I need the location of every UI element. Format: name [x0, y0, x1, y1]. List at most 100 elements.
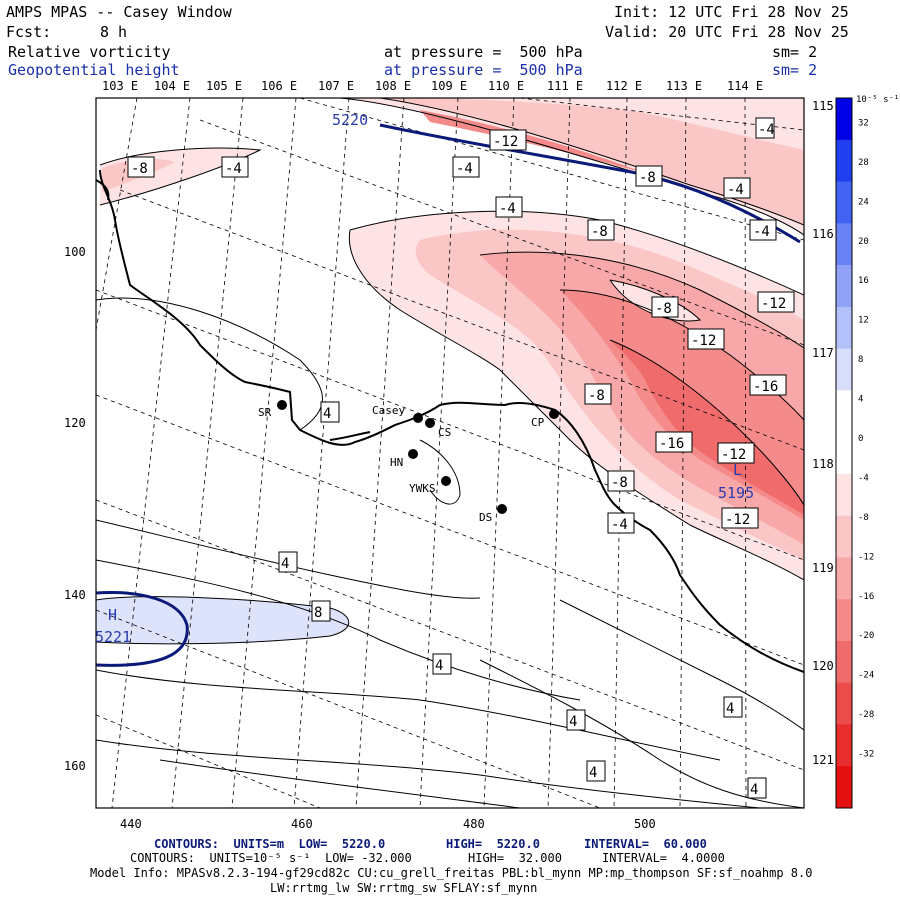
contour-label: -4 [727, 182, 744, 198]
stations: SR Casey CS HN YWKS DS CP [258, 400, 559, 524]
app-title: AMPS MPAS -- Casey Window [6, 3, 232, 21]
footer-height-interval: INTERVAL= 60.000 [584, 837, 707, 851]
contour-label: -8 [588, 388, 605, 404]
footer-height-high: HIGH= 5220.0 [446, 837, 540, 851]
contour-label: 4 [726, 701, 734, 717]
contour-labels: -8 -4 -4 -12 -4 -8 -4 -4 -4 -8 -8 -12 -1… [127, 117, 795, 799]
colorbar-cell [836, 139, 852, 183]
contour-label: 4 [435, 658, 443, 674]
colorbar-cell [836, 766, 852, 809]
x-tick-label: 440 [120, 817, 142, 831]
x-tick-label: 480 [463, 817, 485, 831]
colorbar-label: -28 [858, 710, 874, 720]
lon-label: 105 E [206, 79, 242, 93]
init-time: Init: 12 UTC Fri 28 Nov 25 [614, 3, 849, 21]
plot-frame [95, 97, 805, 809]
colorbar-cell [836, 432, 852, 475]
station-marker [441, 476, 451, 486]
height-labels: 5220 L 5195 H 5221 [95, 111, 754, 646]
colorbar-label: 16 [858, 276, 869, 286]
high-center-letter: H [108, 606, 117, 624]
contour-label: -12 [761, 296, 786, 312]
contour-label: 4 [750, 782, 758, 798]
colorbar: 10⁻⁵ s⁻¹ 32 28 24 20 16 12 8 4 0 -4 -8 -12 -16 -20 -24… [835, 95, 899, 809]
station-marker [413, 413, 423, 423]
lon-label: 108 E [375, 79, 411, 93]
contour-label: -4 [456, 161, 473, 177]
height-contours [96, 123, 801, 667]
lon-label: 114 E [727, 79, 763, 93]
field2-level: at pressure = 500 hPa [384, 61, 583, 79]
x-tick-label: 460 [291, 817, 313, 831]
colorbar-cell [836, 640, 852, 684]
lon-label: 109 E [431, 79, 467, 93]
colorbar-cell [836, 223, 852, 266]
footer-physics-info: LW:rrtmg_lw SW:rrtmg_sw SFLAY:sf_mynn [270, 881, 538, 895]
colorbar-label: 12 [858, 316, 869, 326]
station-label: HN [390, 456, 403, 469]
contour-label: -4 [499, 201, 516, 217]
colorbar-cell [836, 473, 852, 517]
contour-label: -12 [721, 447, 746, 463]
y-axis-labels: 100 120 140 160 [64, 245, 86, 773]
colorbar-cell [836, 181, 852, 224]
colorbar-label: -12 [858, 552, 874, 562]
footer-vort-interval: INTERVAL= 4.0000 [602, 851, 725, 865]
colorbar-cell [836, 557, 852, 600]
lon-label: 113 E [666, 79, 702, 93]
station-label: CP [531, 416, 545, 429]
forecast-value: 8 h [100, 23, 128, 41]
colorbar-label: 4 [858, 395, 863, 405]
contour-label: -4 [753, 224, 770, 240]
contour-label: 4 [569, 714, 577, 730]
valid-time: Valid: 20 UTC Fri 28 Nov 25 [605, 23, 849, 41]
contour-label: -8 [611, 475, 628, 491]
footer-vort-high: HIGH= 32.000 [468, 851, 562, 865]
contour-label: 8 [314, 605, 322, 621]
colorbar-label: 0 [858, 434, 863, 444]
graticule [96, 98, 804, 808]
high-center-value: 5221 [95, 628, 131, 646]
lon-label: 107 E [318, 79, 354, 93]
colorbar-frame [835, 97, 853, 809]
contour-label: 4 [323, 406, 331, 422]
y-tick-label: 160 [64, 759, 86, 773]
colorbar-cell [836, 390, 852, 433]
low-center-letter: L [733, 461, 742, 479]
y-tick-label: 140 [64, 588, 86, 602]
field2-name: Geopotential height [8, 61, 180, 79]
height-label-top: 5220 [332, 111, 368, 129]
footer-height-contours: CONTOURS: UNITS=m LOW= 5220.0 [154, 837, 386, 851]
contour-label: -8 [591, 224, 608, 240]
colorbar-cell [836, 724, 852, 767]
station-marker [425, 418, 435, 428]
lon-label: 111 E [547, 79, 583, 93]
colorbar-label: 28 [858, 158, 869, 168]
vorticity-shading [96, 98, 804, 644]
contour-label: 4 [589, 765, 597, 781]
colorbar-cell [836, 515, 852, 558]
station-label: CS [438, 426, 451, 439]
contour-label: -12 [725, 512, 750, 528]
colorbar-label: -8 [858, 513, 869, 523]
field1-name: Relative vorticity [8, 43, 171, 61]
colorbar-label: 20 [858, 237, 869, 247]
contour-label: -16 [659, 436, 684, 452]
colorbar-label: -20 [858, 631, 874, 641]
coastline [96, 169, 804, 673]
station-label: SR [258, 406, 272, 419]
lon-label: 112 E [606, 79, 642, 93]
contour-label: -8 [639, 170, 656, 186]
colorbar-cell [836, 682, 852, 725]
low-center-value: 5195 [718, 484, 754, 502]
lon-label: 110 E [488, 79, 524, 93]
colorbar-label: 24 [858, 197, 869, 207]
colorbar-label: -16 [858, 592, 874, 602]
colorbar-label: 32 [858, 118, 869, 128]
forecast-label: Fcst: [6, 23, 52, 41]
colorbar-unit: 10⁻⁵ s⁻¹ [856, 95, 899, 105]
lon-label: 106 E [261, 79, 297, 93]
field1-smoothing: sm= 2 [772, 43, 818, 61]
y-tick-label: 120 [64, 416, 86, 430]
